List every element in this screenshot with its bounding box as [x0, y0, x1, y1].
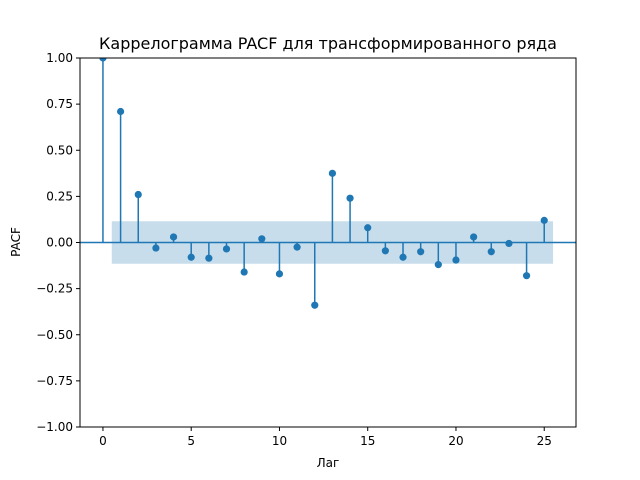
data-point [399, 253, 407, 261]
y-tick-label: 0.50 [46, 143, 73, 157]
data-point [116, 107, 125, 116]
data-point [487, 248, 495, 256]
chart-title: Каррелограмма PACF для трансформированно… [99, 34, 557, 53]
data-point [381, 247, 389, 255]
y-tick-label: 0.75 [46, 97, 73, 111]
x-tick-label: 0 [99, 434, 107, 448]
data-point [222, 245, 231, 253]
y-tick-label: 1.00 [46, 51, 73, 65]
data-point [364, 224, 372, 232]
data-point [452, 256, 460, 264]
x-axis-label: Лаг [317, 456, 340, 470]
data-point [311, 301, 319, 309]
data-point [522, 272, 531, 280]
data-point [152, 244, 160, 252]
data-point [258, 235, 266, 243]
x-tick-label: 10 [272, 434, 287, 448]
data-point [187, 253, 195, 261]
x-tick-label: 15 [360, 434, 375, 448]
y-tick-label: −1.00 [36, 420, 73, 434]
data-point [417, 248, 425, 256]
data-point [134, 190, 142, 199]
data-point [328, 169, 337, 177]
data-point [434, 261, 442, 269]
data-point [275, 270, 284, 278]
data-point [346, 194, 354, 202]
data-point [205, 254, 213, 262]
data-point [240, 268, 248, 276]
x-tick-label: 5 [187, 434, 195, 448]
x-tick-label: 20 [448, 434, 463, 448]
data-point [470, 233, 478, 241]
data-point [99, 58, 107, 62]
data-point [169, 233, 178, 241]
y-tick-label: 0.25 [46, 189, 73, 203]
y-tick-label: −0.50 [36, 328, 73, 342]
data-point [505, 239, 513, 248]
plot-area: 0 5 10 15 20 25 −1.00 −0.75 −0.50 −0.25 0.00 0.25 0.… [36, 51, 577, 448]
y-tick-label: 0.00 [46, 236, 73, 250]
y-tick-label: −0.25 [36, 282, 73, 296]
data-point [293, 243, 301, 251]
y-axis-label: PACF [9, 227, 23, 257]
y-tick-label: −0.75 [36, 374, 73, 388]
x-tick-label: 25 [537, 434, 552, 448]
data-point [540, 216, 548, 224]
